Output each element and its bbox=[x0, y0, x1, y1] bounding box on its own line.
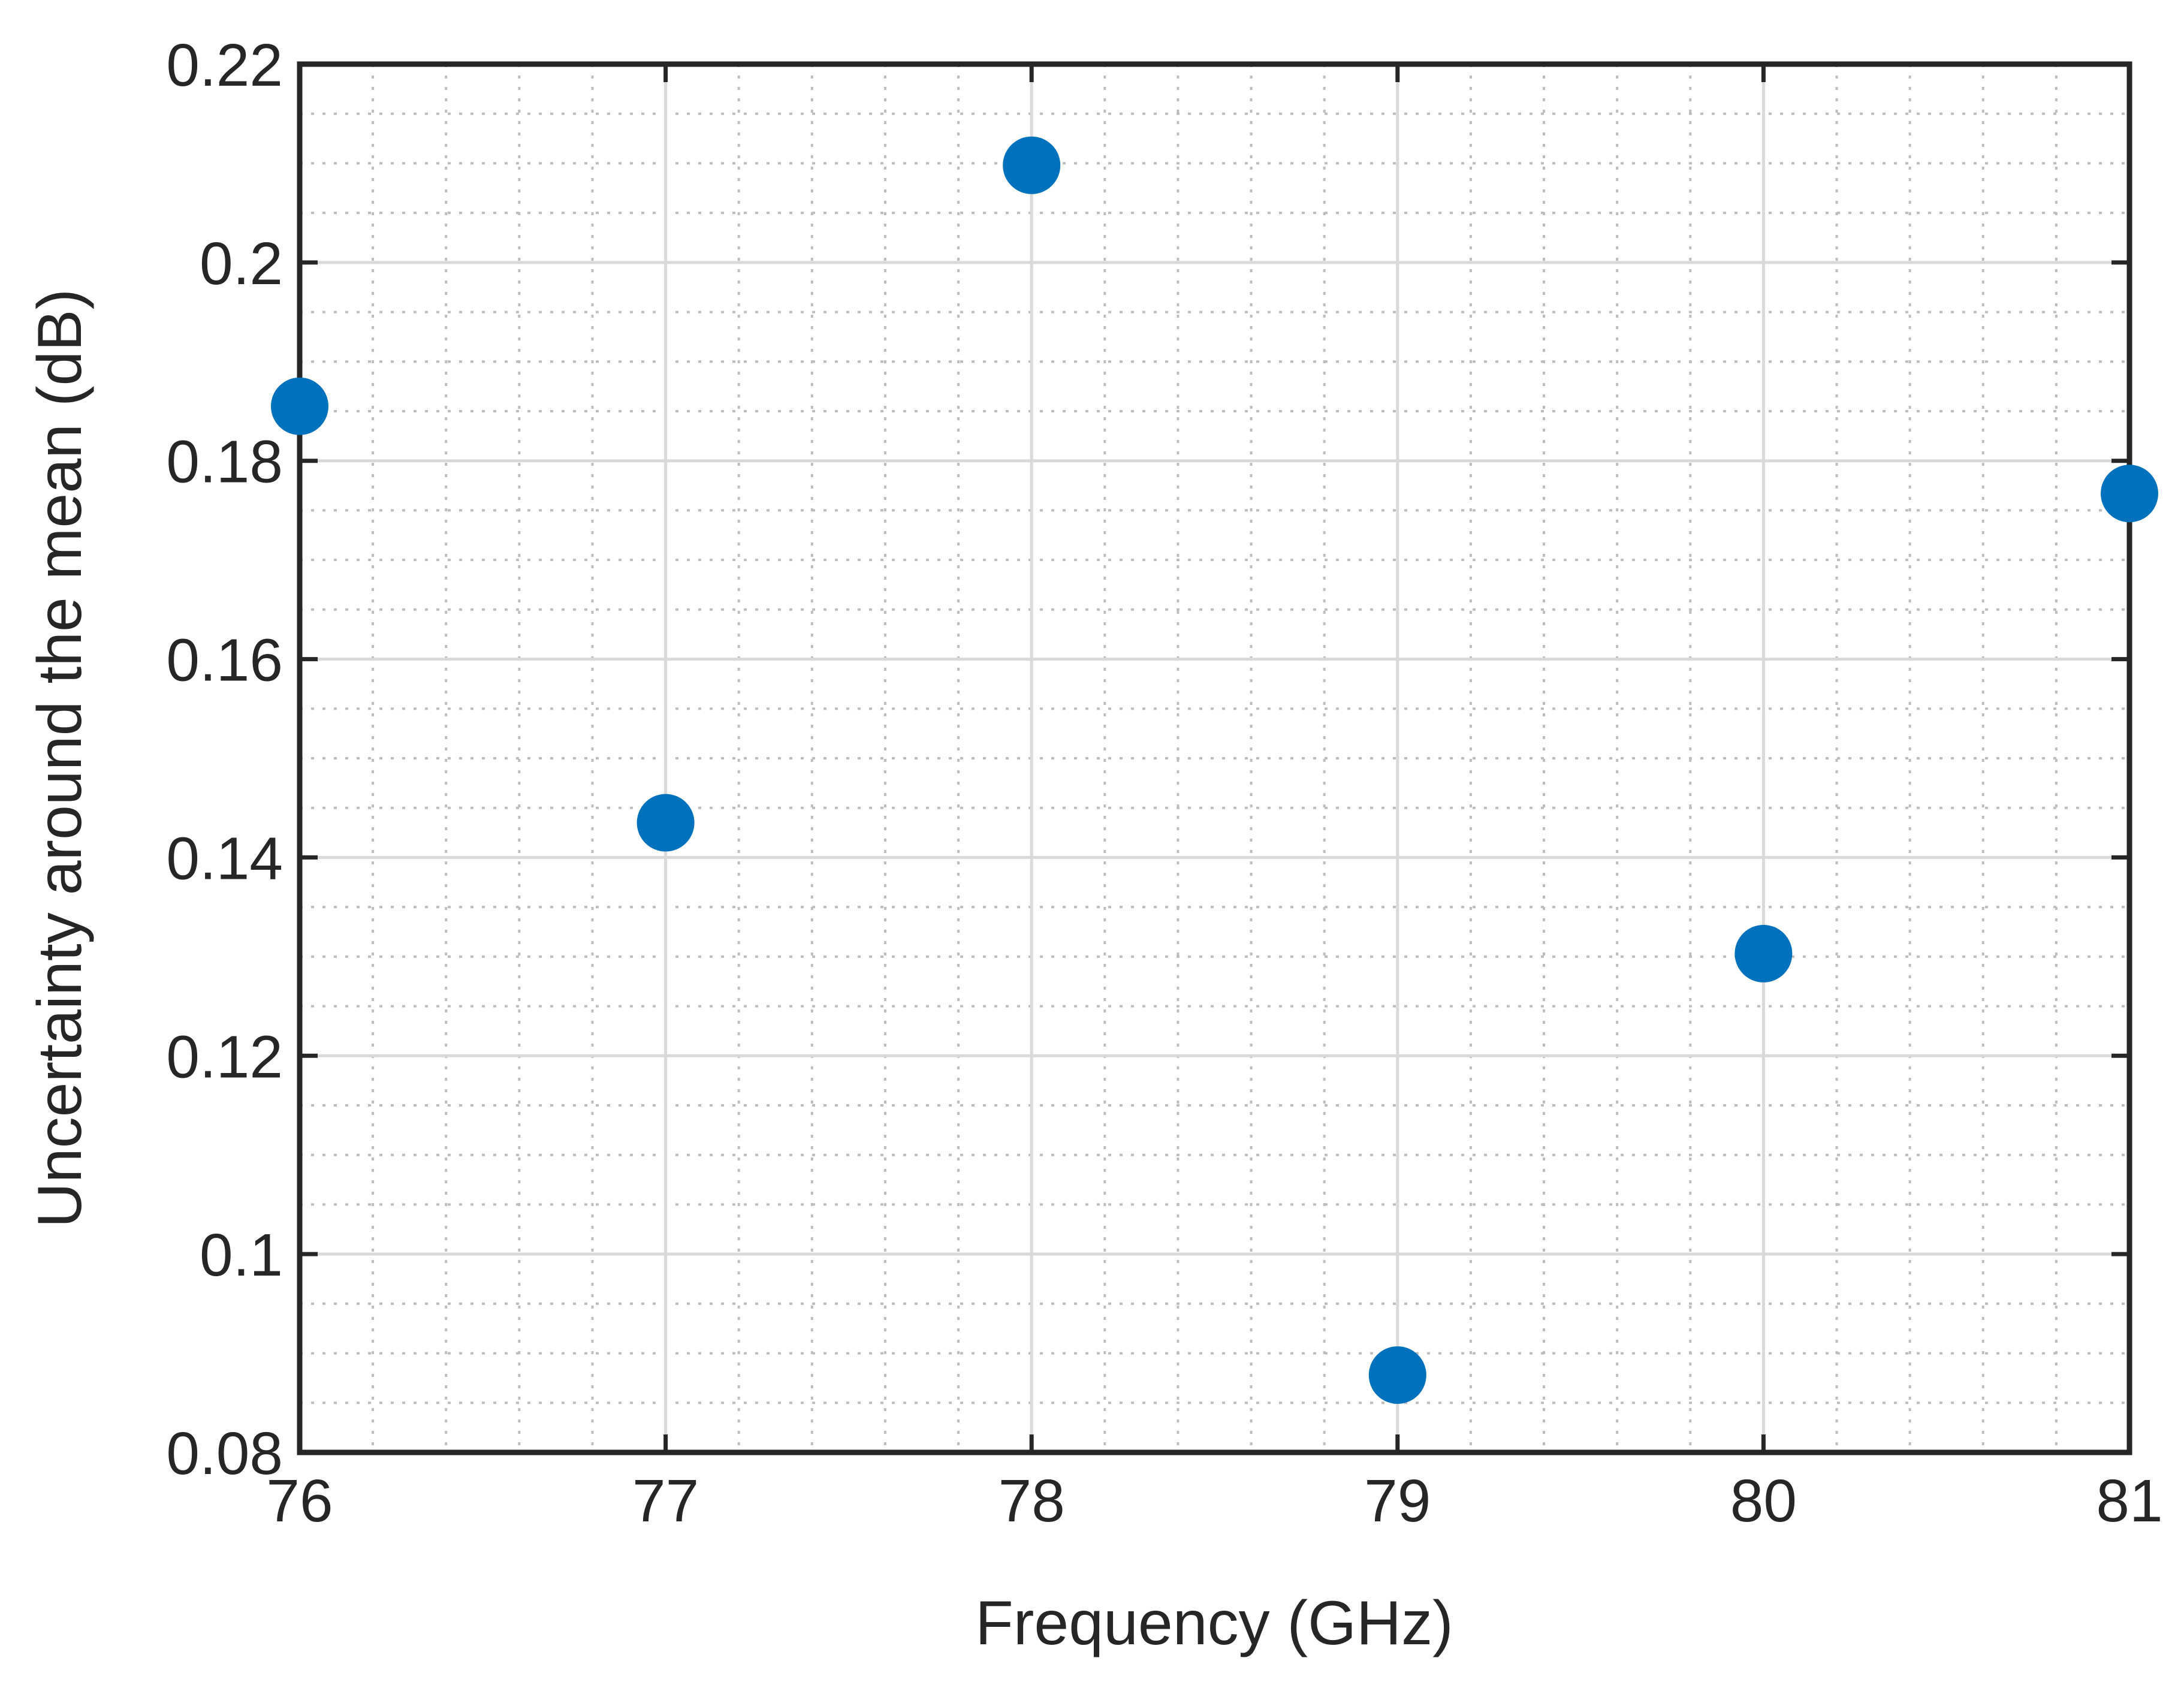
x-tick-label: 77 bbox=[632, 1467, 699, 1535]
y-tick-label: 0.14 bbox=[166, 825, 283, 892]
plot-area-frame bbox=[297, 61, 2132, 1455]
data-points bbox=[271, 136, 2158, 1404]
y-tick-label: 0.18 bbox=[166, 429, 283, 496]
y-tick-label: 0.22 bbox=[166, 32, 283, 99]
data-point bbox=[1734, 924, 1793, 982]
x-tick-label: 80 bbox=[1730, 1467, 1797, 1535]
x-tick-label: 76 bbox=[266, 1467, 333, 1535]
x-axis-label: Frequency (GHz) bbox=[975, 1589, 1453, 1658]
x-tick-labels: 76 77 78 79 80 81 bbox=[266, 1467, 2162, 1535]
data-point bbox=[2101, 465, 2158, 523]
axis-ticks bbox=[297, 62, 2132, 1455]
x-tick-label: 81 bbox=[2096, 1467, 2162, 1535]
y-tick-label: 0.1 bbox=[200, 1222, 283, 1289]
data-point bbox=[1368, 1346, 1426, 1404]
y-tick-labels: 0.08 0.1 0.12 0.14 0.16 0.18 0.2 0.22 bbox=[166, 32, 283, 1487]
data-point bbox=[637, 794, 695, 852]
y-axis-label: Uncertainty around the mean (dB) bbox=[25, 289, 95, 1228]
x-tick-label: 79 bbox=[1364, 1467, 1431, 1535]
y-tick-label: 0.2 bbox=[200, 230, 283, 297]
y-tick-label: 0.12 bbox=[166, 1023, 283, 1090]
data-point bbox=[1003, 136, 1061, 194]
y-tick-label: 0.08 bbox=[166, 1420, 283, 1487]
x-tick-label: 78 bbox=[999, 1467, 1065, 1535]
y-tick-label: 0.16 bbox=[166, 627, 283, 694]
data-point bbox=[271, 377, 328, 435]
